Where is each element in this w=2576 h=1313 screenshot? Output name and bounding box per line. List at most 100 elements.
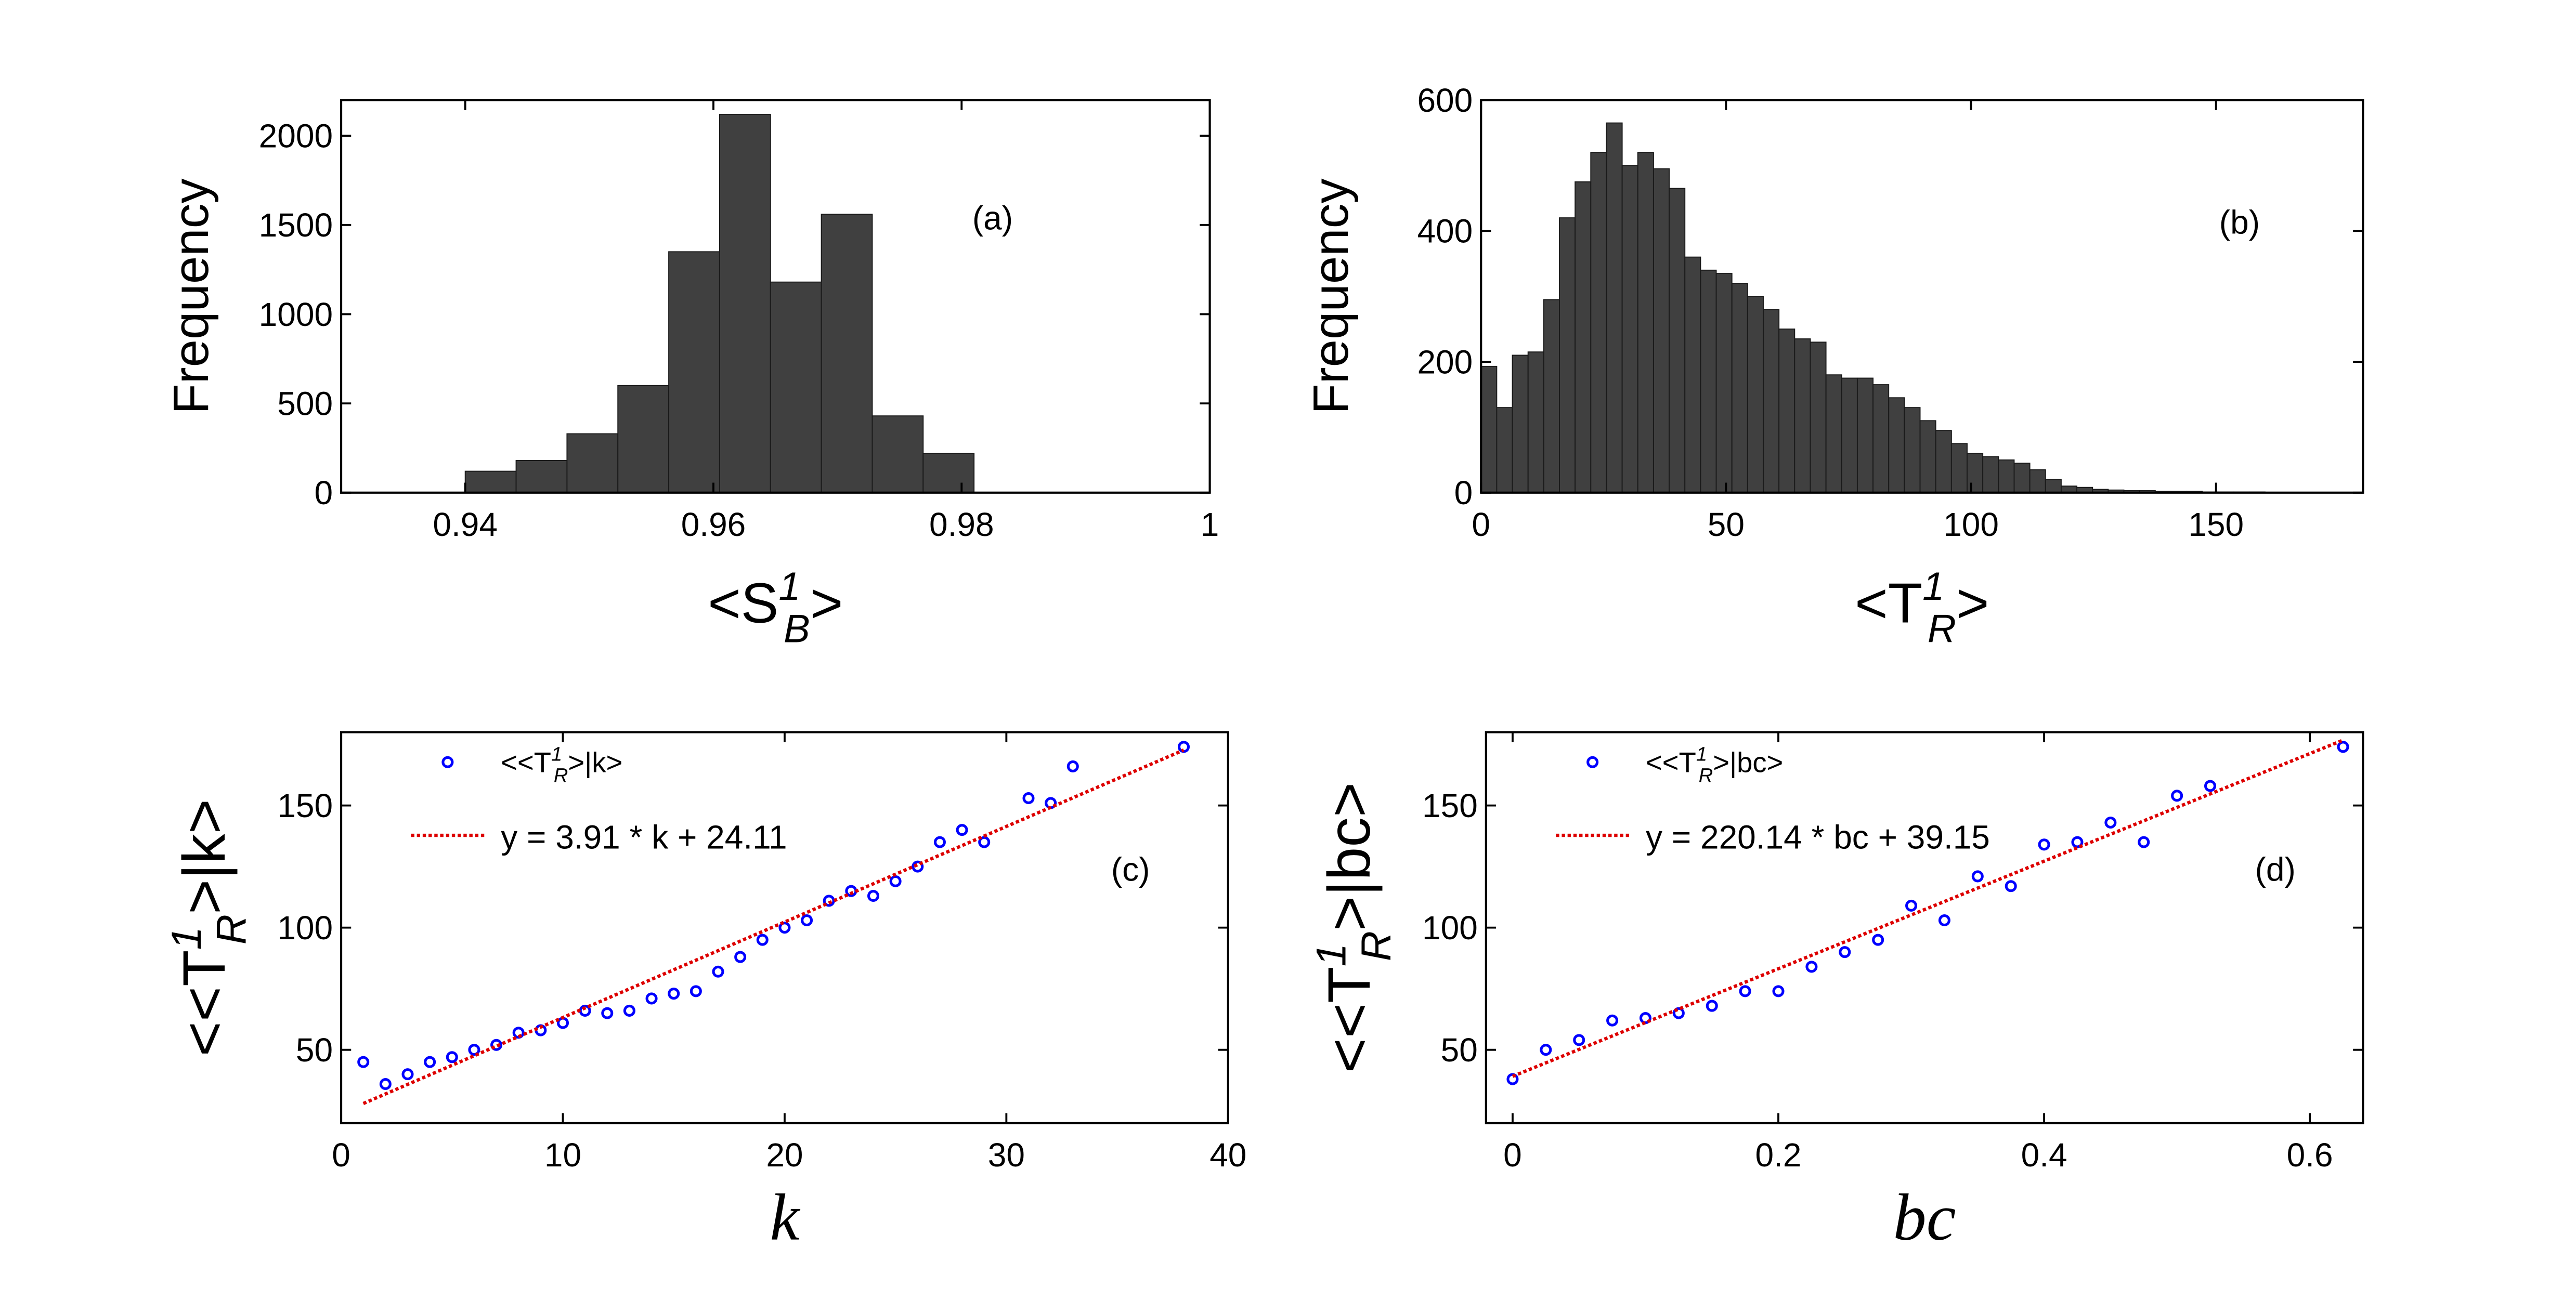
x-tick-label: 50 bbox=[1708, 506, 1745, 543]
bar bbox=[1606, 122, 1623, 493]
data-point bbox=[756, 934, 769, 946]
bar bbox=[1731, 283, 1748, 493]
data-point bbox=[1022, 792, 1035, 805]
x-axis-label: <S1 B> bbox=[708, 564, 843, 651]
fit-line bbox=[362, 749, 1185, 1105]
legend-label: <<T1 R>|bc> bbox=[1646, 744, 1783, 787]
data-point bbox=[912, 860, 924, 873]
bar bbox=[1841, 377, 1858, 493]
bar bbox=[770, 281, 822, 493]
y-tick-label: 400 bbox=[1417, 213, 1473, 250]
annotation: (a) bbox=[972, 200, 1013, 237]
bar bbox=[1747, 296, 1764, 493]
bar bbox=[1872, 384, 1890, 493]
bar bbox=[1856, 377, 1874, 493]
data-point bbox=[1606, 1014, 1619, 1027]
data-point bbox=[1839, 946, 1851, 959]
bar bbox=[1810, 342, 1827, 493]
legend-label: y = 220.14 * bc + 39.15 bbox=[1646, 819, 1990, 856]
data-point bbox=[1805, 961, 1818, 973]
data-point bbox=[712, 965, 724, 978]
data-point bbox=[668, 988, 680, 1000]
y-tick-label: 0 bbox=[314, 474, 333, 511]
y-tick-label: 500 bbox=[277, 385, 333, 423]
y-tick-label: 150 bbox=[277, 787, 333, 824]
x-tick-label: 20 bbox=[766, 1136, 803, 1174]
x-axis-label: bc bbox=[1893, 1180, 1956, 1254]
axes-frame bbox=[340, 99, 1211, 494]
bar bbox=[1637, 152, 1654, 493]
y-tick-label: 600 bbox=[1417, 82, 1473, 119]
bar bbox=[1967, 453, 1984, 493]
bar bbox=[1559, 217, 1576, 493]
y-axis-label-sub: R bbox=[1353, 931, 1400, 961]
data-point bbox=[1540, 1044, 1552, 1056]
bar bbox=[1935, 430, 1952, 493]
legend-label-base: <<T bbox=[501, 746, 551, 778]
y-axis-label: <<T1R>|k> bbox=[163, 799, 255, 1056]
bar bbox=[922, 453, 975, 493]
data-point bbox=[357, 1056, 370, 1068]
data-point bbox=[1772, 985, 1785, 997]
bar bbox=[1543, 299, 1560, 493]
legend-label-base: <<T bbox=[1646, 746, 1696, 778]
data-point bbox=[933, 836, 946, 848]
x-axis-label-sub: B bbox=[784, 607, 810, 651]
bar bbox=[1888, 397, 1905, 493]
x-tick-label: 0.2 bbox=[1755, 1136, 1802, 1174]
bar bbox=[1763, 309, 1780, 493]
x-tick-label: 0.6 bbox=[2287, 1136, 2333, 1174]
x-axis-label-sup: 1 bbox=[1922, 564, 1944, 609]
bar bbox=[566, 433, 619, 493]
bar bbox=[1825, 374, 1842, 493]
data-point bbox=[1706, 1000, 1718, 1012]
y-tick-label: 1500 bbox=[259, 206, 333, 244]
x-tick-label: 150 bbox=[2188, 506, 2244, 543]
data-point bbox=[424, 1056, 436, 1068]
data-point bbox=[2204, 780, 2217, 792]
x-tick-label: 0.4 bbox=[2021, 1136, 2067, 1174]
bar bbox=[1590, 152, 1607, 493]
bar bbox=[1700, 269, 1717, 493]
bar bbox=[1527, 351, 1544, 493]
annotation: (b) bbox=[2219, 203, 2260, 241]
x-axis-label-tail: > bbox=[810, 572, 843, 635]
data-point bbox=[956, 824, 968, 836]
bar bbox=[1669, 188, 1686, 493]
data-point bbox=[1672, 1007, 1685, 1019]
data-point bbox=[623, 1004, 635, 1017]
bar bbox=[821, 214, 873, 493]
annotation: (c) bbox=[1111, 850, 1150, 888]
x-axis-label-sub: R bbox=[1928, 607, 1956, 651]
x-axis-label-base: <S bbox=[708, 572, 778, 635]
y-tick-label: 150 bbox=[1422, 787, 1478, 824]
data-point bbox=[645, 992, 658, 1005]
bar bbox=[1575, 181, 1592, 493]
x-axis-label: k bbox=[770, 1180, 801, 1254]
bar bbox=[719, 114, 771, 493]
bar bbox=[1794, 338, 1811, 493]
data-point bbox=[1971, 870, 1984, 883]
data-point bbox=[2038, 838, 2050, 851]
data-point bbox=[2071, 836, 2084, 848]
data-point bbox=[778, 922, 791, 934]
bar bbox=[1904, 407, 1921, 493]
data-point bbox=[512, 1027, 525, 1039]
x-tick-label: 30 bbox=[988, 1136, 1025, 1174]
data-point bbox=[1938, 914, 1950, 927]
y-axis-label-base: <<T bbox=[1316, 967, 1383, 1073]
data-point bbox=[1066, 760, 1079, 772]
bar bbox=[2013, 463, 2031, 493]
data-point bbox=[2104, 817, 2117, 829]
data-point bbox=[689, 985, 702, 997]
legend-label-sup: 1 bbox=[551, 744, 562, 766]
data-point bbox=[801, 914, 813, 927]
bar bbox=[617, 385, 670, 493]
bar bbox=[1480, 365, 1498, 493]
x-axis-label-tail: > bbox=[1956, 572, 1989, 635]
bar bbox=[2029, 469, 2046, 493]
data-point bbox=[2138, 836, 2150, 848]
bar bbox=[1778, 329, 1796, 493]
